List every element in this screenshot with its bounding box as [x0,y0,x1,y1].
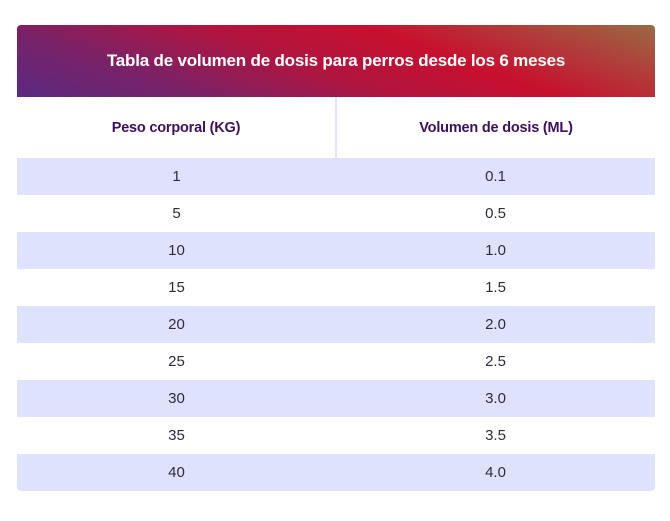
weight-cell: 10 [168,242,185,259]
weight-cell: 25 [168,353,185,370]
table-row: 1 0.1 [17,158,655,195]
weight-cell: 40 [168,464,185,481]
dose-cell: 3.5 [485,427,506,444]
table-row: 5 0.5 [17,195,655,232]
dosage-table: Tabla de volumen de dosis para perros de… [17,25,655,491]
column-header-row: Peso corporal (KG) Volumen de dosis (ML) [17,97,655,158]
weight-cell: 15 [168,279,185,296]
weight-cell: 5 [172,205,181,222]
table-row: 30 3.0 [17,380,655,417]
weight-cell: 35 [168,427,185,444]
dose-cell: 3.0 [485,390,506,407]
table-title-bar: Tabla de volumen de dosis para perros de… [17,25,655,97]
dose-cell: 2.5 [485,353,506,370]
column-header-dose-volume: Volumen de dosis (ML) [419,119,573,136]
table-row: 25 2.5 [17,343,655,380]
dose-cell: 1.5 [485,279,506,296]
table-row: 20 2.0 [17,306,655,343]
column-header-weight: Peso corporal (KG) [17,97,337,158]
dose-cell: 1.0 [485,242,506,259]
table-row: 15 1.5 [17,269,655,306]
dose-cell: 4.0 [485,464,506,481]
dose-cell: 0.5 [485,205,506,222]
table-row: 35 3.5 [17,417,655,454]
table-row: 40 4.0 [17,454,655,491]
weight-cell: 20 [168,316,185,333]
table-title: Tabla de volumen de dosis para perros de… [106,51,566,70]
weight-cell: 1 [172,168,181,185]
dose-cell: 0.1 [485,168,506,185]
dose-cell: 2.0 [485,316,506,333]
table-row: 10 1.0 [17,232,655,269]
weight-cell: 30 [168,390,185,407]
